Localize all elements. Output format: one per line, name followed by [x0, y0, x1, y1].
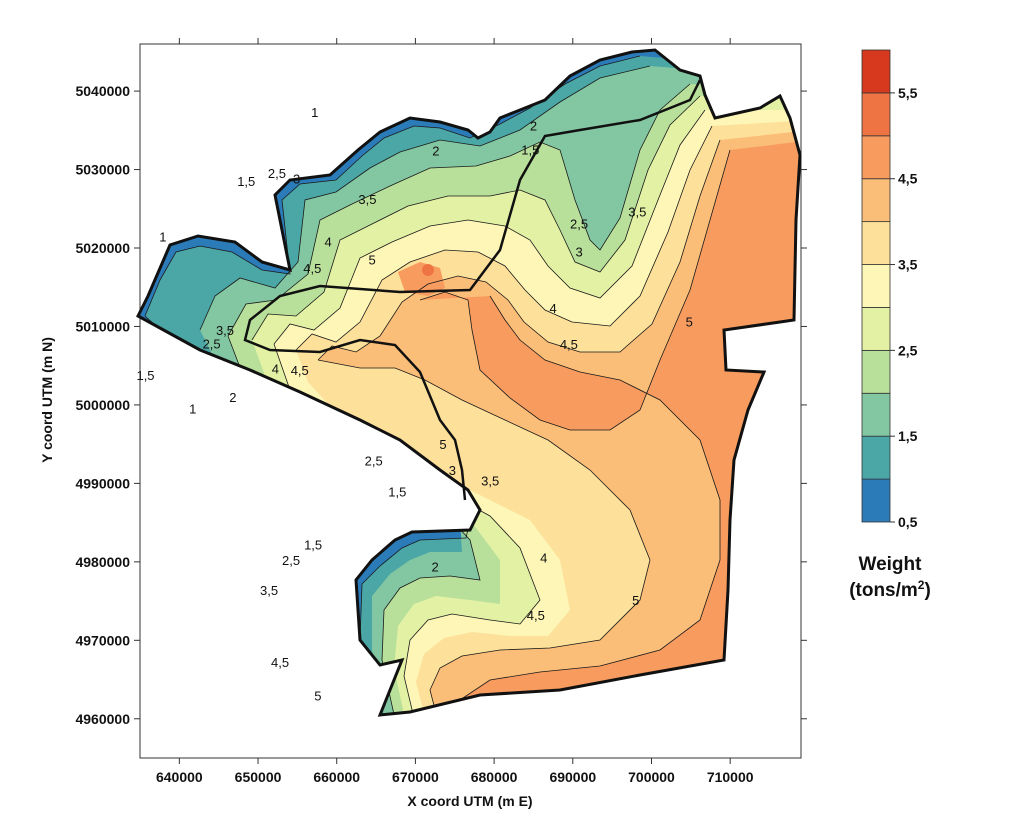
contour-label: 3,5: [216, 323, 234, 338]
legend: 0,5 1,5 2,5 3,5 4,5 5,5: [861, 49, 918, 530]
contour-label: 3: [575, 245, 582, 260]
legend-swatch: [861, 435, 891, 480]
contour-label: 2: [432, 143, 439, 158]
contour-label: 4: [272, 362, 279, 377]
legend-swatch: [861, 221, 891, 265]
y-tick-label: 4970000: [75, 632, 130, 648]
contour-label: 2: [530, 118, 537, 133]
contour-line-lower-5: [459, 295, 721, 715]
contour-label: 5: [439, 437, 446, 452]
x-tick-label: 640000: [156, 769, 203, 785]
contour-label: 5: [686, 314, 693, 329]
x-axis: 640000 650000 660000 670000 680000 690000 7000…: [156, 38, 754, 785]
y-tick-label: 5040000: [75, 83, 130, 99]
legend-swatch: [861, 92, 891, 137]
contour-line-lower-4: [317, 359, 651, 715]
internal-boundaries: [243, 79, 702, 501]
contour-label: 1,5: [388, 485, 406, 500]
contour-label: 3: [293, 172, 300, 187]
contour-label: 1,5: [304, 537, 322, 552]
x-tick-label: 690000: [549, 769, 596, 785]
y-tick-label: 5020000: [75, 240, 130, 256]
contour-label: 4,5: [527, 608, 545, 623]
legend-swatch: [861, 307, 891, 351]
contour-label: 1,5: [237, 174, 255, 189]
contour-label: 2,5: [203, 336, 221, 351]
x-tick-label: 650000: [235, 769, 282, 785]
region-boundary: [136, 48, 802, 717]
contour-label: 3,5: [481, 474, 499, 489]
contour-label: 1: [189, 402, 196, 417]
x-tick-label: 670000: [392, 769, 439, 785]
contour-label: 4,5: [303, 261, 321, 276]
y-tick-label: 4990000: [75, 475, 130, 491]
x-tick-label: 700000: [628, 769, 675, 785]
contour-label: 3,5: [628, 205, 646, 220]
y-tick-label: 4960000: [75, 711, 130, 727]
contour-label: 4: [550, 301, 557, 316]
contour-label: 5: [314, 689, 321, 704]
legend-label: 1,5: [898, 428, 918, 444]
contour-line-3-5: [295, 125, 713, 351]
band-5-peak: [422, 264, 434, 276]
contour-label: 1: [159, 230, 166, 245]
legend-unit-suffix: ): [924, 580, 930, 601]
y-tick-label: 5010000: [75, 318, 130, 334]
contour-label: 1: [311, 105, 318, 120]
contour-line-1: [144, 55, 641, 317]
contour-label: 1,5: [136, 368, 154, 383]
contour-line-3: [273, 109, 706, 345]
legend-unit-superscript: 2: [918, 578, 925, 592]
contour-label: 4,5: [271, 655, 289, 670]
x-axis-title: X coord UTM (m E): [407, 793, 532, 809]
legend-swatch: [861, 478, 891, 523]
legend-swatch: [861, 49, 891, 94]
y-axis-title: Y coord UTM (m N): [39, 337, 55, 463]
contour-label: 3,5: [260, 583, 278, 598]
contour-label: 2,5: [282, 553, 300, 568]
x-tick-label: 660000: [313, 769, 360, 785]
legend-label: 0,5: [898, 514, 918, 530]
legend-label: 2,5: [898, 342, 918, 358]
band-4-5: [398, 140, 800, 715]
contour-label: 4,5: [560, 337, 578, 352]
contour-line-1-5: [199, 65, 651, 331]
contour-labels: 11,52,5 3221,53,544,552,533,544,5513,52,5…: [136, 105, 692, 704]
contour-label: 4: [540, 551, 547, 566]
contour-label: 1,5: [521, 143, 539, 158]
x-tick-label: 680000: [471, 769, 518, 785]
contour-label: 2: [431, 559, 438, 574]
internal-boundary-north: [243, 79, 702, 501]
y-tick-label: 5000000: [75, 397, 130, 413]
contour-label: 2,5: [365, 453, 383, 468]
legend-label: 4,5: [898, 171, 918, 187]
contour-label: 5: [632, 593, 639, 608]
legend-label: 3,5: [898, 257, 918, 273]
contour-label: 2,5: [268, 166, 286, 181]
legend-swatch: [861, 392, 891, 437]
contour-line-2-5: [251, 95, 701, 341]
contour-label: 3,5: [358, 192, 376, 207]
y-tick-label: 4980000: [75, 554, 130, 570]
y-tick-label: 5030000: [75, 162, 130, 178]
legend-swatch: [861, 264, 891, 308]
contour-label: 4,5: [291, 363, 309, 378]
legend-unit: (tons/m2): [849, 578, 931, 601]
legend-unit-prefix: (tons/m: [849, 580, 918, 601]
contour-label: 5: [369, 252, 376, 267]
contour-line-2: [227, 83, 691, 337]
y-axis: 4960000 4970000 4980000 4990000 5000000 50100…: [75, 83, 807, 727]
legend-swatch: [861, 178, 891, 223]
contour-label: 2,5: [570, 216, 588, 231]
legend-title: Weight: [859, 554, 923, 575]
legend-label: 5,5: [898, 85, 918, 101]
x-tick-label: 710000: [707, 769, 754, 785]
legend-swatch: [861, 349, 891, 394]
contour-label: 2: [229, 390, 236, 405]
contour-line-4-5: [419, 149, 731, 431]
legend-swatch: [861, 135, 891, 180]
contour-label: 4: [324, 234, 331, 249]
contour-label: 3: [449, 463, 456, 478]
